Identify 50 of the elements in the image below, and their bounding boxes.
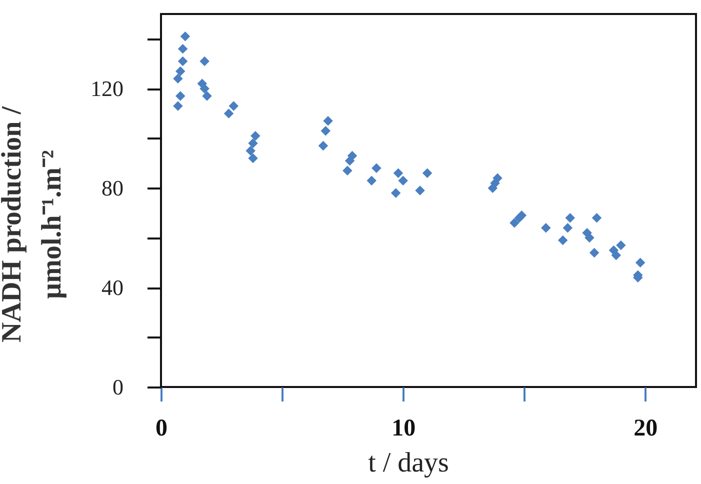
point [202,91,212,101]
point [616,240,626,250]
point [584,232,594,243]
point [200,56,210,66]
point [562,222,573,233]
point [372,163,382,174]
point [393,168,404,178]
point [323,116,333,126]
point [592,213,602,223]
point [246,146,256,156]
y-tick-label: 0 [112,374,124,400]
point [422,168,432,178]
point [173,101,183,111]
x-tick-label: 0 [156,416,168,442]
point [344,156,355,166]
point [514,213,524,223]
point [320,126,330,136]
point [180,32,190,42]
point [589,248,600,258]
point [366,176,376,186]
point [635,258,646,268]
point [342,166,352,176]
point [565,213,575,223]
point [415,186,425,196]
y-axis-title: NADH production / µmol.h⁻¹.m⁻² [0,105,68,342]
point [175,66,186,76]
y-tick-label: 120 [90,76,124,102]
point [228,101,238,111]
point [541,222,551,233]
point [390,188,401,198]
point [178,56,188,66]
y-tick-label: 40 [102,275,124,300]
point [224,108,234,118]
point [398,176,408,186]
point [248,153,258,164]
y-tick-label: 80 [102,176,124,201]
point [178,44,188,54]
point [250,130,260,141]
point [510,218,520,228]
x-axis-title: t / days [368,448,449,478]
point [175,91,186,101]
point [558,235,568,246]
point [173,74,183,84]
x-tick-label: 20 [634,416,658,442]
point [488,183,498,193]
point [318,140,328,151]
point [611,250,621,260]
x-tick-label: 10 [392,416,416,442]
point [200,84,210,94]
point [248,138,258,148]
